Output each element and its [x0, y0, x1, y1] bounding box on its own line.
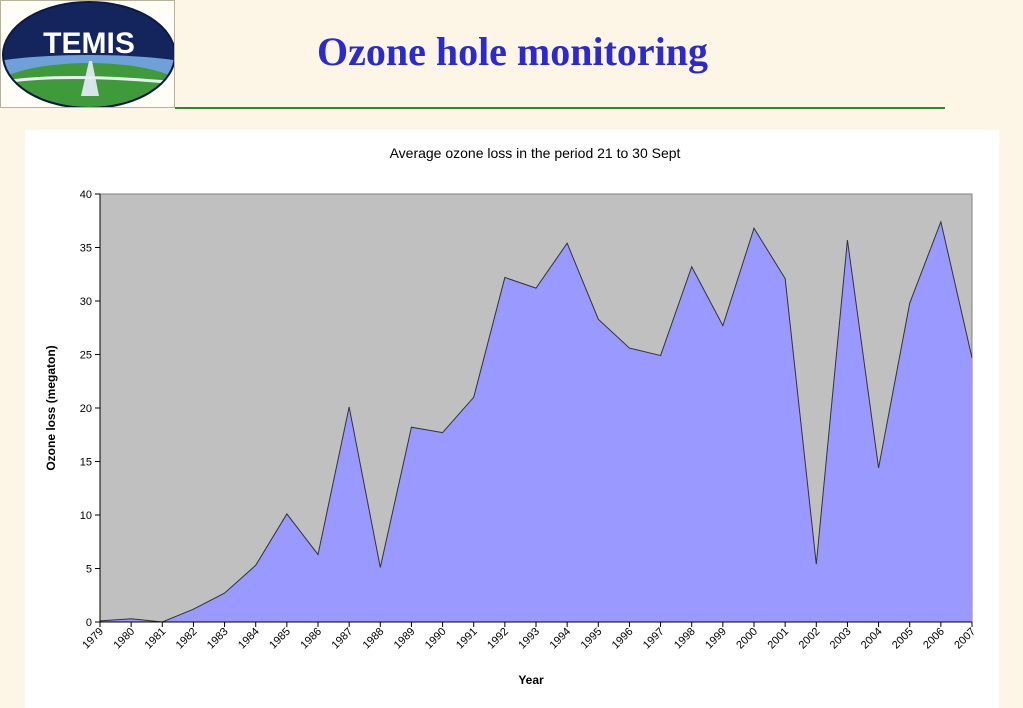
x-tick-label: 1984	[236, 626, 262, 652]
x-tick-label: 2002	[797, 626, 823, 652]
x-tick-label: 1981	[143, 626, 169, 652]
page-title: Ozone hole monitoring	[316, 29, 709, 74]
y-tick-label: 25	[80, 350, 92, 362]
logo-text: TEMIS	[43, 27, 135, 60]
title-divider	[175, 107, 945, 109]
y-tick-label: 5	[86, 564, 92, 576]
x-tick-label: 1982	[174, 626, 200, 652]
x-axis-title: Year	[518, 673, 544, 687]
x-tick-label: 1987	[329, 626, 355, 652]
x-tick-label: 2007	[952, 626, 978, 652]
x-tick-label: 2003	[828, 626, 854, 652]
x-tick-label: 2006	[921, 626, 947, 652]
x-tick-label: 1989	[392, 626, 418, 652]
x-tick-label: 1985	[267, 626, 293, 652]
temis-logo-icon: TEMIS	[2, 1, 176, 109]
y-tick-label: 15	[80, 457, 92, 469]
x-tick-label: 1993	[516, 626, 542, 652]
area-series-outline	[99, 220, 973, 623]
x-tick-label: 1992	[485, 626, 511, 652]
area-chart: Average ozone loss in the period 21 to 3…	[44, 145, 978, 687]
x-tick-label: 1983	[205, 626, 231, 652]
chart-panel: Average ozone loss in the period 21 to 3…	[25, 130, 999, 708]
x-tick-label: 1998	[672, 626, 698, 652]
x-tick-label: 1997	[641, 626, 667, 652]
x-tick-label: 1996	[610, 626, 636, 652]
x-tick-label: 1994	[547, 626, 573, 652]
x-tick-label: 1999	[703, 626, 729, 652]
y-tick-label: 10	[80, 510, 92, 522]
y-tick-label: 30	[80, 296, 92, 308]
x-tick-label: 1990	[423, 626, 449, 652]
x-tick-label: 2004	[859, 626, 885, 652]
chart-title: Average ozone loss in the period 21 to 3…	[390, 145, 681, 161]
logo: TEMIS	[0, 0, 176, 109]
x-tick-label: 1991	[454, 626, 480, 652]
x-tick-label: 1980	[111, 626, 137, 652]
x-tick-label: 1979	[80, 626, 106, 652]
y-axis-title: Ozone loss (megaton)	[44, 345, 58, 470]
x-tick-label: 1995	[579, 626, 605, 652]
x-tick-label: 1988	[361, 626, 387, 652]
area-series	[100, 221, 972, 622]
y-tick-label: 35	[80, 243, 92, 255]
y-tick-label: 40	[80, 189, 92, 201]
x-tick-label: 2000	[734, 626, 760, 652]
x-tick-label: 1986	[298, 626, 324, 652]
y-tick-label: 0	[86, 617, 92, 629]
x-tick-label: 2001	[765, 626, 791, 652]
x-tick-label: 2005	[890, 626, 916, 652]
y-tick-label: 20	[80, 403, 92, 415]
